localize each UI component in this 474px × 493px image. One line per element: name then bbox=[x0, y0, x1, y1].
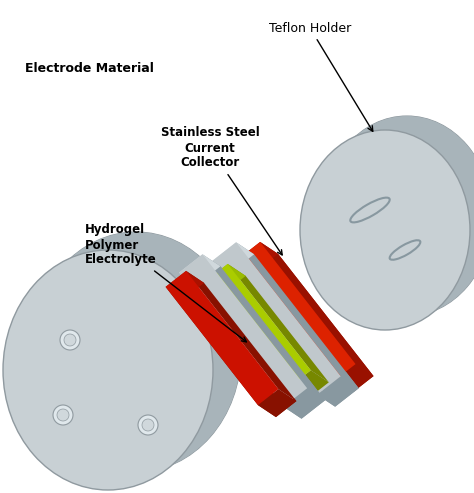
Ellipse shape bbox=[31, 232, 241, 472]
Polygon shape bbox=[179, 254, 220, 285]
Polygon shape bbox=[209, 264, 246, 291]
Circle shape bbox=[53, 405, 73, 425]
Polygon shape bbox=[258, 254, 374, 392]
Polygon shape bbox=[197, 266, 325, 419]
Circle shape bbox=[138, 415, 158, 435]
Polygon shape bbox=[212, 261, 335, 407]
Polygon shape bbox=[186, 271, 296, 401]
Polygon shape bbox=[300, 216, 474, 330]
Polygon shape bbox=[227, 276, 329, 397]
Polygon shape bbox=[300, 116, 474, 230]
Polygon shape bbox=[165, 287, 276, 417]
Text: Teflon Holder: Teflon Holder bbox=[269, 22, 373, 131]
Polygon shape bbox=[260, 242, 374, 376]
Text: Hydrogel
Polymer
Electrolyte: Hydrogel Polymer Electrolyte bbox=[85, 223, 246, 342]
Polygon shape bbox=[209, 279, 310, 397]
Polygon shape bbox=[212, 242, 254, 273]
Circle shape bbox=[142, 419, 154, 431]
Polygon shape bbox=[317, 376, 359, 407]
Circle shape bbox=[60, 330, 80, 350]
Polygon shape bbox=[258, 389, 296, 417]
Ellipse shape bbox=[3, 250, 213, 490]
Ellipse shape bbox=[300, 130, 470, 330]
Polygon shape bbox=[240, 258, 353, 392]
Polygon shape bbox=[179, 254, 307, 407]
Polygon shape bbox=[179, 273, 301, 419]
Polygon shape bbox=[3, 232, 241, 370]
Polygon shape bbox=[230, 254, 359, 407]
Circle shape bbox=[57, 409, 69, 421]
Polygon shape bbox=[292, 370, 329, 397]
Polygon shape bbox=[240, 242, 356, 380]
Polygon shape bbox=[165, 271, 204, 299]
Polygon shape bbox=[228, 264, 329, 382]
Circle shape bbox=[64, 334, 76, 346]
Polygon shape bbox=[212, 242, 341, 395]
Polygon shape bbox=[236, 242, 359, 388]
Polygon shape bbox=[283, 388, 325, 419]
Text: Electrode Material: Electrode Material bbox=[25, 62, 154, 74]
Polygon shape bbox=[202, 254, 325, 400]
Polygon shape bbox=[165, 271, 278, 405]
Polygon shape bbox=[209, 264, 311, 385]
Polygon shape bbox=[335, 364, 374, 392]
Text: Stainless Steel
Current
Collector: Stainless Steel Current Collector bbox=[161, 127, 282, 255]
Polygon shape bbox=[183, 283, 296, 417]
Ellipse shape bbox=[322, 116, 474, 316]
Polygon shape bbox=[240, 242, 278, 270]
Polygon shape bbox=[3, 352, 241, 490]
